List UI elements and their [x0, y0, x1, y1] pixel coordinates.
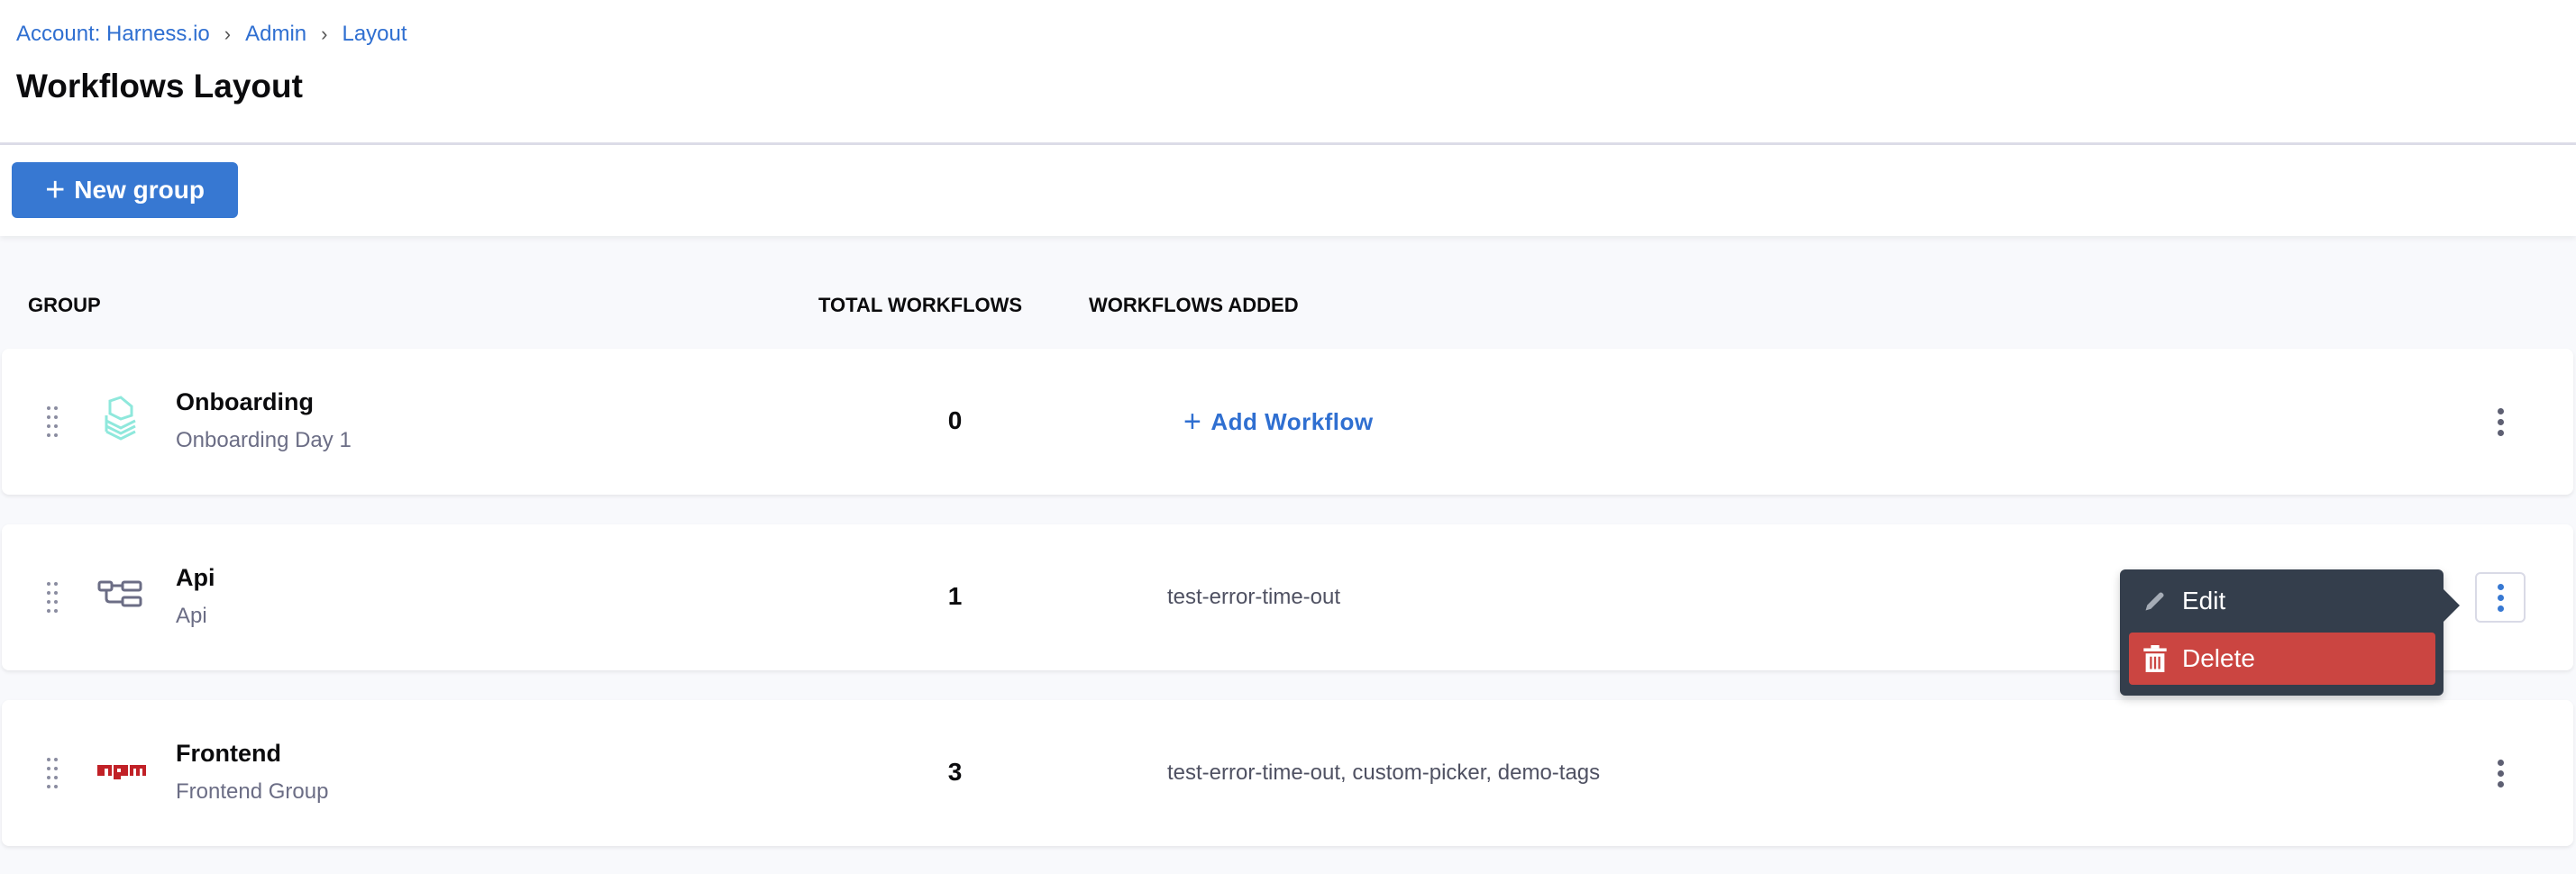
trash-icon: [2143, 645, 2167, 672]
table-row: Onboarding Onboarding Day 1 0 + Add Workf…: [2, 349, 2573, 495]
workflows-added: test-error-time-out: [1167, 585, 1341, 609]
menu-item-edit-label: Edit: [2182, 587, 2226, 615]
npm-icon: [97, 765, 146, 779]
add-workflow-button[interactable]: + Add Workflow: [1183, 405, 1374, 440]
more-options-button[interactable]: [2475, 748, 2526, 798]
new-group-button[interactable]: + New group: [12, 162, 238, 218]
column-header-added: WORKFLOWS ADDED: [1089, 294, 1299, 316]
breadcrumb-admin[interactable]: Admin: [245, 22, 307, 46]
page-header: Account: Harness.io › Admin › Layout Wor…: [0, 0, 2576, 145]
group-name: Frontend: [176, 740, 281, 767]
plus-icon: +: [45, 171, 66, 209]
breadcrumb-layout[interactable]: Layout: [342, 22, 407, 46]
breadcrumb: Account: Harness.io › Admin › Layout: [16, 22, 407, 47]
group-subtitle: Onboarding Day 1: [176, 428, 352, 452]
toolbar: + New group: [0, 145, 2576, 236]
group-subtitle: Api: [176, 604, 207, 628]
table-row: Frontend Frontend Group 3 test-error-tim…: [2, 700, 2573, 846]
group-name: Onboarding: [176, 388, 314, 415]
chevron-right-icon: ›: [321, 23, 328, 45]
menu-item-delete[interactable]: Delete: [2129, 633, 2435, 685]
more-options-button[interactable]: [2475, 396, 2526, 447]
column-header-total: TOTAL WORKFLOWS: [818, 294, 1023, 316]
group-subtitle: Frontend Group: [176, 779, 329, 804]
total-workflows: 1: [947, 582, 963, 610]
page-title: Workflows Layout: [16, 68, 303, 105]
pencil-icon: [2145, 592, 2164, 611]
total-workflows: 3: [947, 758, 963, 786]
total-workflows: 0: [947, 406, 963, 434]
more-options-button[interactable]: [2475, 572, 2526, 623]
drag-handle-icon[interactable]: [47, 582, 61, 613]
drag-handle-icon[interactable]: [47, 406, 61, 437]
new-group-label: New group: [74, 176, 205, 204]
drag-handle-icon[interactable]: [47, 758, 61, 788]
menu-item-delete-label: Delete: [2182, 644, 2255, 672]
workflows-added: test-error-time-out, custom-picker, demo…: [1167, 760, 1601, 785]
breadcrumb-account[interactable]: Account: Harness.io: [16, 22, 210, 46]
menu-item-edit[interactable]: Edit: [2129, 575, 2435, 627]
context-menu: Edit Delete: [2120, 569, 2460, 696]
chevron-right-icon: ›: [224, 23, 232, 45]
column-header-group: GROUP: [28, 294, 101, 316]
pipeline-icon: [97, 580, 142, 607]
add-workflow-label: Add Workflow: [1210, 408, 1374, 435]
group-name: Api: [176, 564, 215, 591]
plus-icon: +: [1183, 405, 1202, 439]
stack-icon: [105, 396, 136, 441]
